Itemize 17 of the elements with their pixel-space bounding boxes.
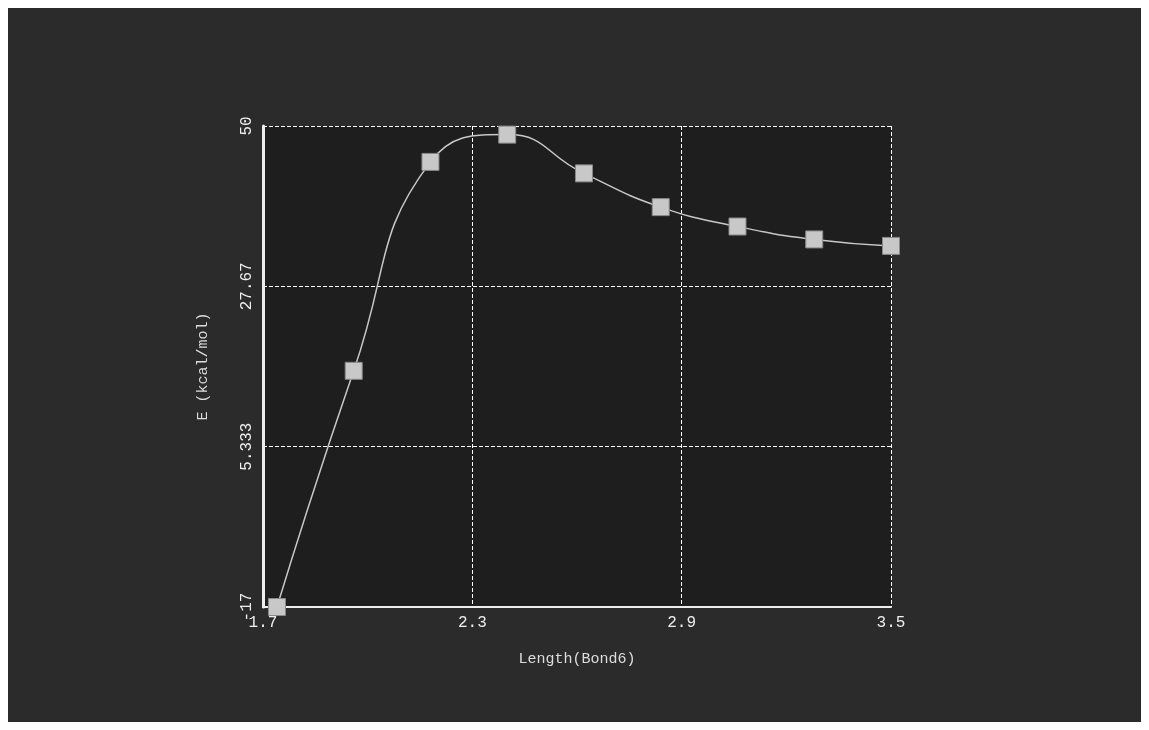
y-axis-title: E (kcal/mol) xyxy=(195,312,212,421)
y-tick-label: 50 xyxy=(238,116,256,136)
point xyxy=(651,198,670,217)
y-tick-label: 27.67 xyxy=(238,262,256,311)
point xyxy=(344,361,363,380)
x-tick-label: 2.9 xyxy=(667,614,697,632)
point xyxy=(267,598,286,616)
point xyxy=(882,236,900,255)
x-axis-title: Length(Bond6) xyxy=(518,651,636,668)
point xyxy=(498,125,517,144)
point xyxy=(574,164,593,183)
x-tick-label: 3.5 xyxy=(876,614,906,632)
x-tick-label: 2.3 xyxy=(457,614,487,632)
point xyxy=(421,152,440,171)
y-tick-label: 5.333 xyxy=(238,422,256,471)
point xyxy=(805,230,824,249)
point xyxy=(728,217,747,236)
